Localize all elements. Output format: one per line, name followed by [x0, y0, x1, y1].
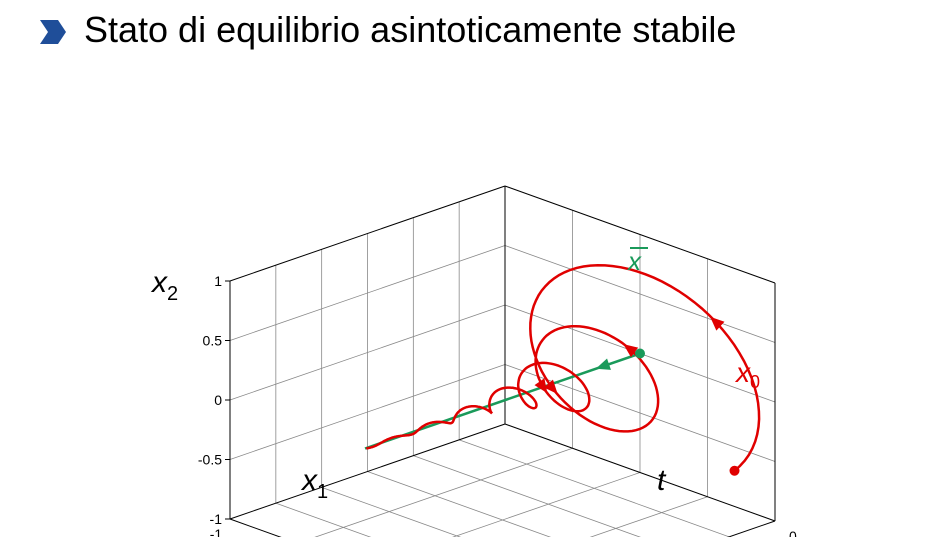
equilibrium-label: x [626, 246, 642, 276]
label-sub: 2 [167, 283, 178, 305]
grid-line [575, 496, 708, 542]
arrowhead [595, 358, 611, 370]
x-tick-label: -1 [210, 526, 223, 537]
box-edge [504, 185, 776, 284]
start-label: x0 [734, 357, 760, 392]
z-axis-label: x2 [150, 266, 178, 305]
arrowhead [534, 378, 548, 394]
equilibrium-trajectory [364, 352, 641, 450]
grid-line [437, 472, 641, 542]
bullet-icon [40, 20, 66, 44]
box-edge [504, 423, 776, 522]
box-edge [712, 520, 776, 542]
arrowhead [710, 316, 725, 331]
grid-line [367, 471, 565, 542]
plot: 10.50-0.5-1-1-0.500.510204060 [198, 185, 797, 542]
label-base: x [150, 266, 168, 299]
grid-line [321, 486, 476, 542]
grid-line [275, 502, 386, 542]
z-tick-label: 0 [214, 392, 222, 408]
z-tick-label: -0.5 [198, 452, 222, 468]
box-edge [229, 185, 506, 282]
start-point [729, 465, 740, 476]
z-tick-label: -1 [210, 511, 223, 527]
arrowhead [543, 379, 558, 395]
z-tick-label: 0.5 [203, 333, 223, 349]
label-sub: 0 [750, 372, 760, 392]
t-tick-label: 0 [789, 528, 797, 537]
arrowhead [623, 344, 639, 358]
spiral-trajectory [365, 263, 761, 472]
x-axis-label: x1 [300, 464, 328, 503]
equilibrium-point [635, 348, 645, 359]
box-edge [229, 518, 296, 542]
slide-title: Stato di equilibrio asintoticamente stab… [84, 9, 736, 50]
label-base: x [734, 357, 751, 388]
grid-line [413, 455, 655, 542]
grid-line [299, 447, 573, 542]
label-base: x [300, 464, 318, 497]
label-sub: 1 [317, 481, 328, 503]
box-edge [229, 423, 506, 520]
z-tick-label: 1 [214, 273, 222, 289]
t-axis-label: t [657, 464, 667, 497]
grid-line [459, 439, 730, 538]
